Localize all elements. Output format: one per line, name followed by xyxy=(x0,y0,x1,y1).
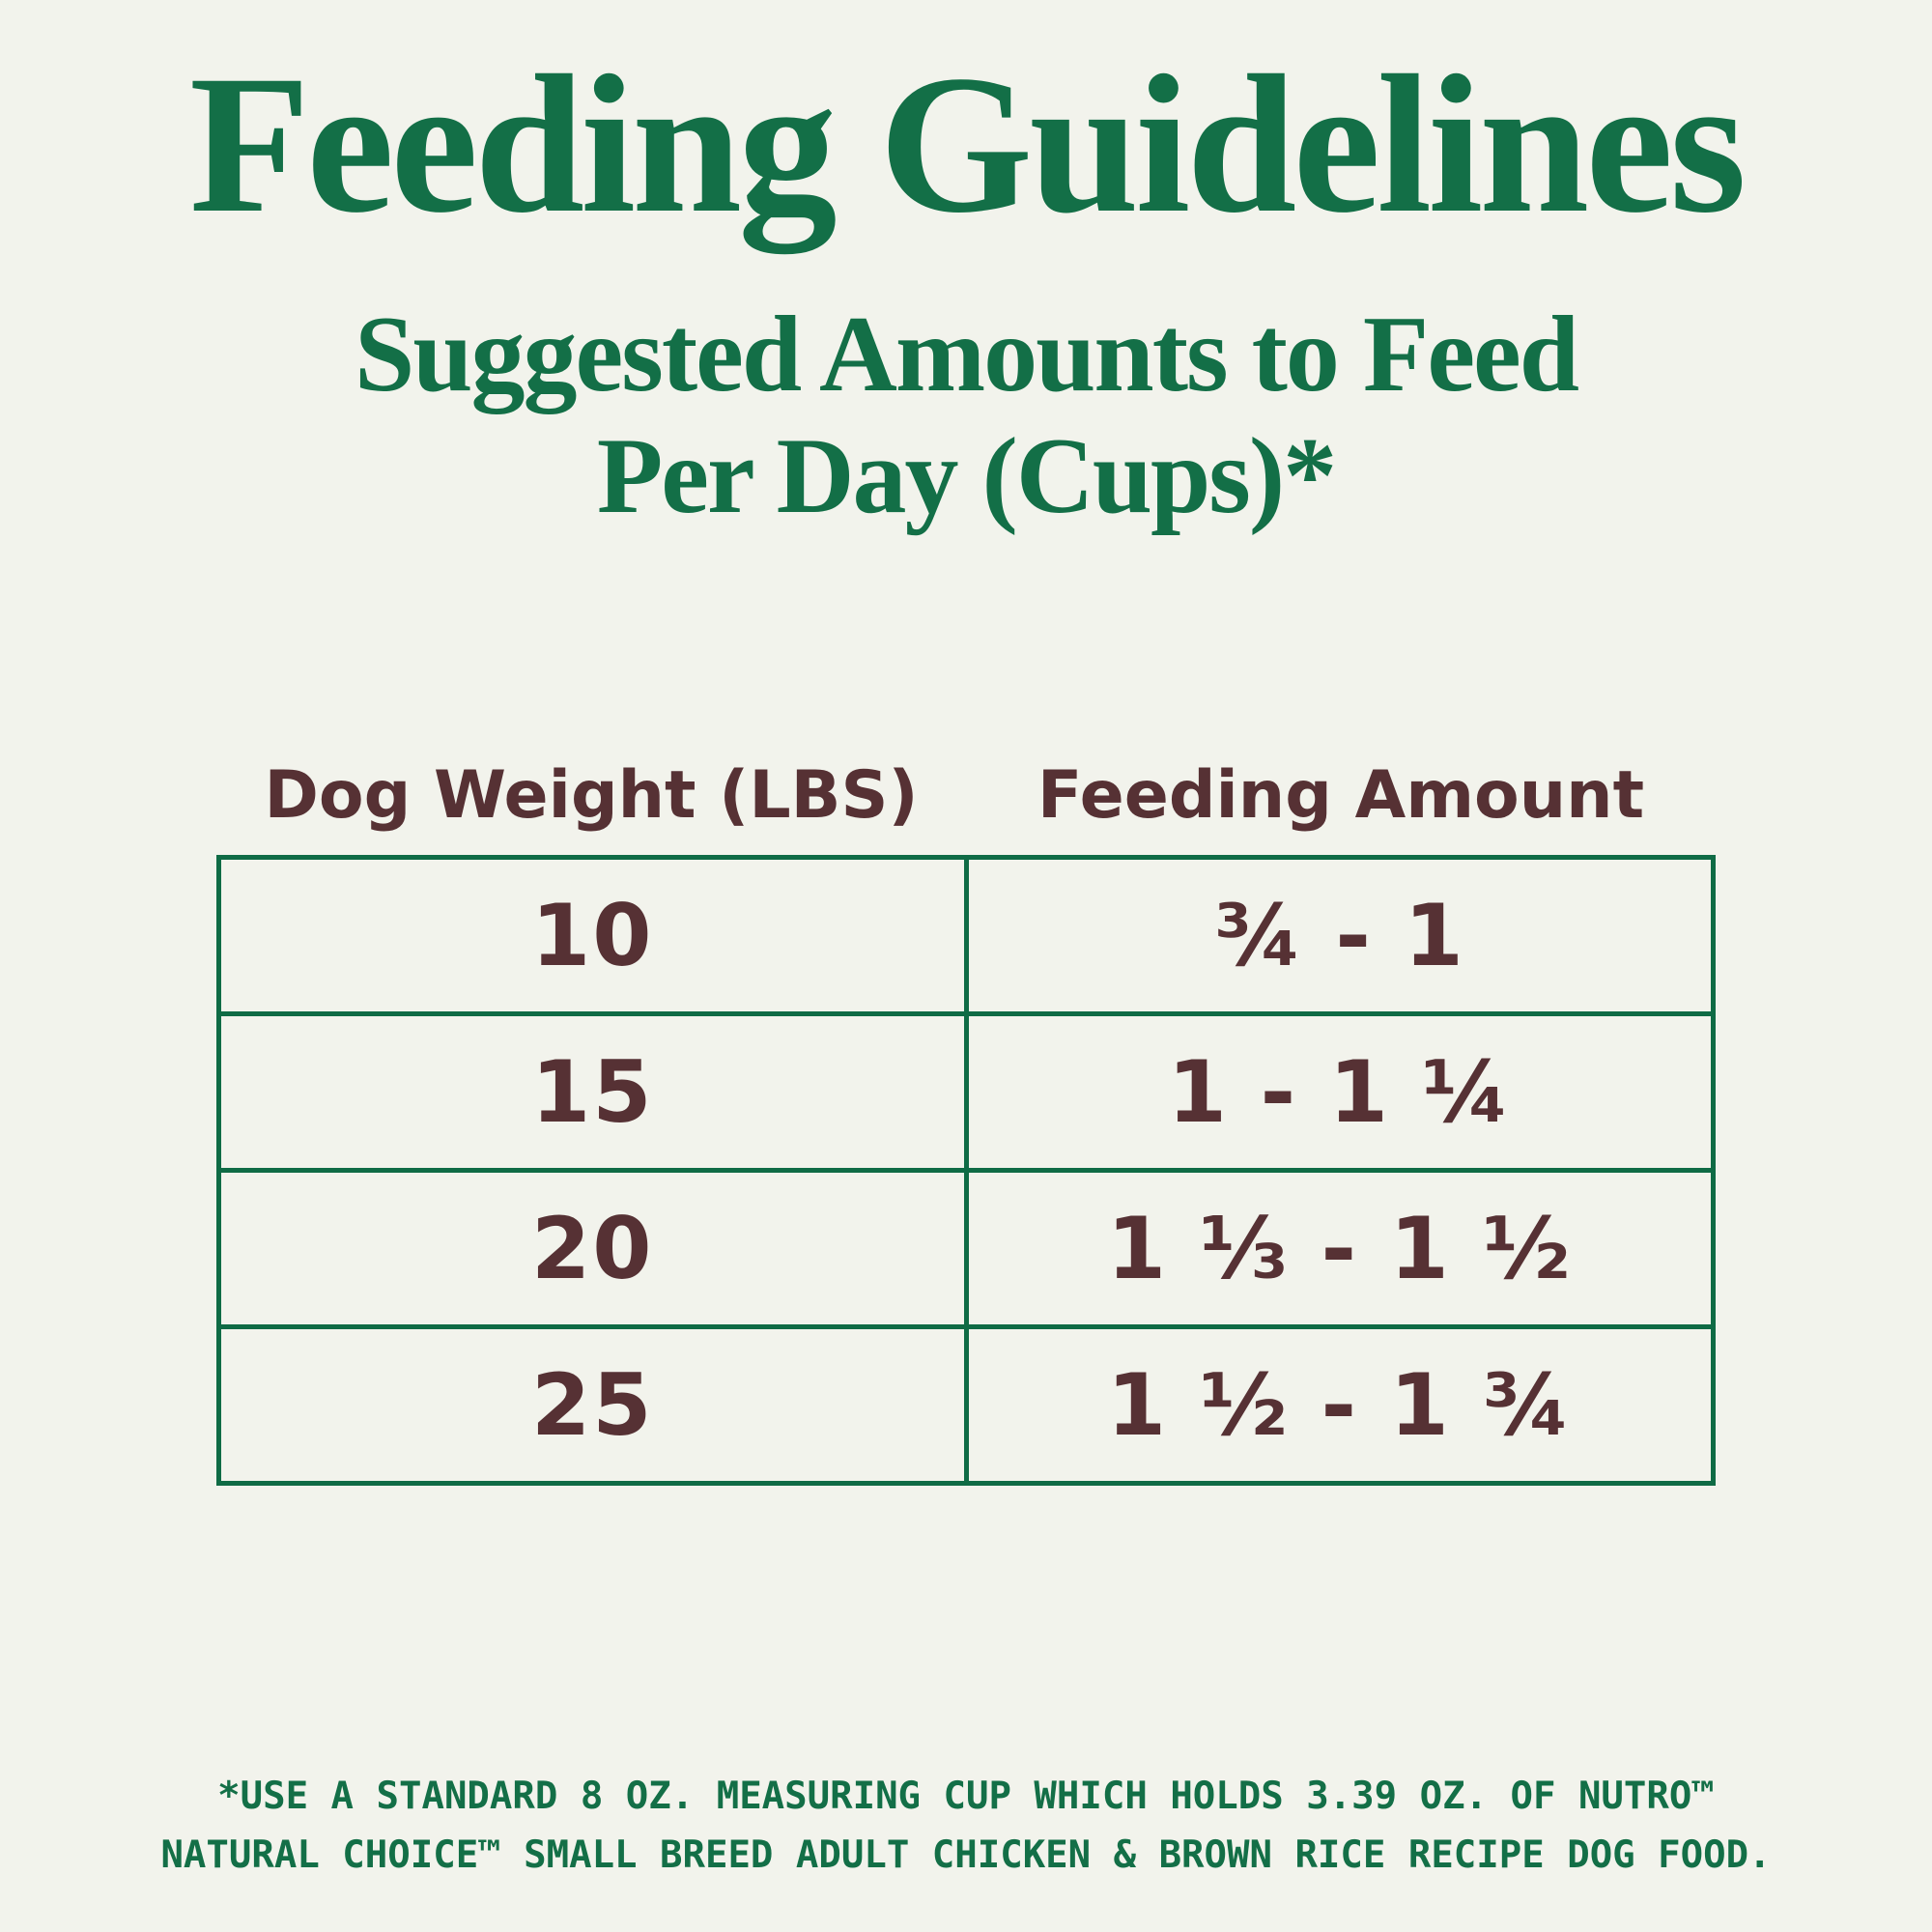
table-column-headers: Dog Weight (LBS) Feeding Amount xyxy=(216,757,1716,834)
weight-cell-row-3: 20 xyxy=(221,1173,964,1325)
column-header-feeding-amount: Feeding Amount xyxy=(1037,757,1645,835)
footnote-line-2: NATURAL CHOICE™ SMALL BREED ADULT CHICKE… xyxy=(160,1833,1772,1877)
footnote: *USE A STANDARD 8 OZ. MEASURING CUP WHIC… xyxy=(0,1768,1932,1885)
subtitle-line-2: Per Day (Cups)* xyxy=(596,415,1337,536)
page-title: Feeding Guidelines xyxy=(188,35,1747,254)
feeding-table: 10 ¾ - 1 15 1 - 1 ¼ 20 1 ⅓ - 1 ½ 25 1 ½ … xyxy=(216,855,1716,1487)
amount-cell-row-2: 1 - 1 ¼ xyxy=(968,1016,1711,1169)
weight-cell-row-4: 25 xyxy=(221,1329,964,1482)
footnote-line-1: *USE A STANDARD 8 OZ. MEASURING CUP WHIC… xyxy=(217,1775,1715,1819)
amount-cell-row-1: ¾ - 1 xyxy=(968,860,1711,1012)
page-subtitle: Suggested Amounts to Feed Per Day (Cups)… xyxy=(0,295,1932,537)
weight-cell-row-2: 15 xyxy=(221,1016,964,1169)
subtitle-line-1: Suggested Amounts to Feed xyxy=(354,295,1579,415)
weight-cell-row-1: 10 xyxy=(221,860,964,1012)
amount-cell-row-4: 1 ½ - 1 ¾ xyxy=(968,1329,1711,1482)
amount-cell-row-3: 1 ⅓ - 1 ½ xyxy=(968,1173,1711,1325)
column-header-dog-weight: Dog Weight (LBS) xyxy=(264,757,919,835)
